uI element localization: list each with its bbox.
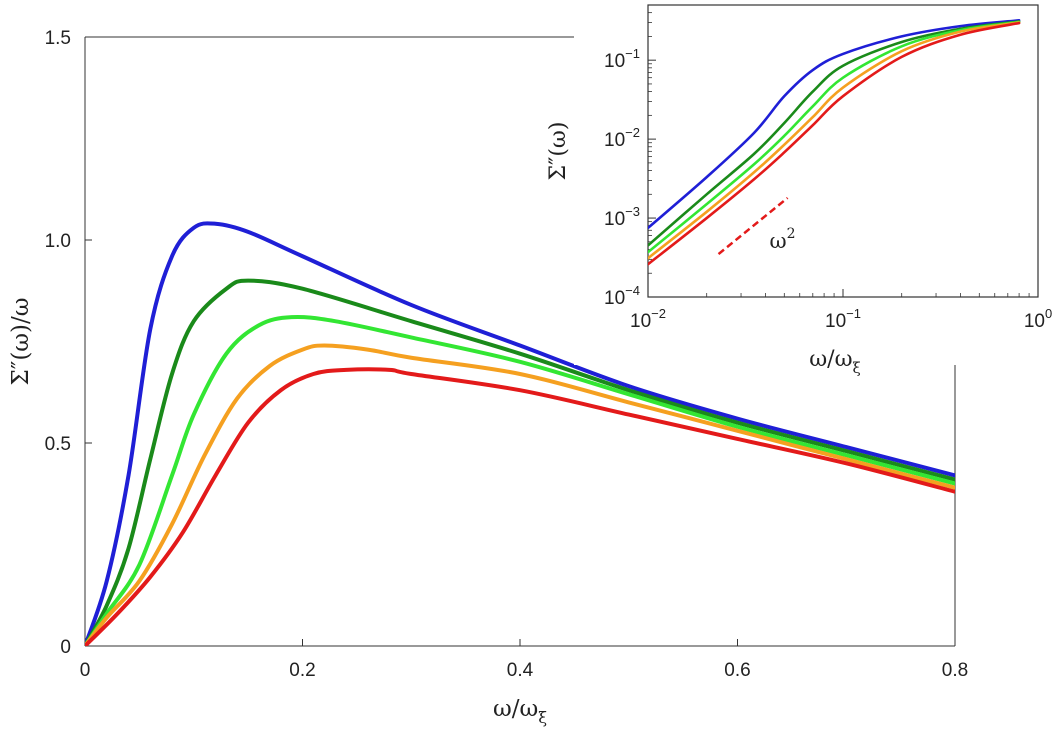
main-series-line-1 <box>85 221 955 646</box>
inset-x-axis-title: ω/ωξ <box>809 347 861 377</box>
inset-series-line-5 <box>648 21 1021 266</box>
main-series-line-5 <box>85 367 955 646</box>
main-x-axis-title-text: ω/ω <box>493 696 538 722</box>
inset-frame <box>647 4 1039 298</box>
inset-series-line-4 <box>648 21 1021 260</box>
inset-x-tick-label: 10−2 <box>630 306 666 332</box>
main-x-tick-label: 0.4 <box>507 660 534 681</box>
main-x-tick-label: 0.2 <box>289 660 315 681</box>
main-series-line-2 <box>85 278 955 646</box>
inset-y-tick-label: 10−1 <box>604 46 640 72</box>
inset-omega-squared-reference-line <box>717 196 789 256</box>
main-x-axis-title: ω/ωξ <box>493 696 547 727</box>
inset-series-line-3 <box>648 20 1021 254</box>
main-series-line-4 <box>85 343 955 646</box>
main-x-tick-label: 0.6 <box>724 660 750 681</box>
main-y-axis-title: Σ″(ω)/ω <box>8 297 34 385</box>
inset-series-group <box>648 19 1021 266</box>
inset-x-tick-label: 10−1 <box>825 306 861 332</box>
main-series-line-3 <box>85 314 955 646</box>
inset-omega-squared-label: ω2 <box>770 226 796 253</box>
main-y-tick-label: 0.5 <box>45 434 71 455</box>
main-x-axis-title-sub: ξ <box>538 708 547 727</box>
main-x-tick-label: 0 <box>80 660 91 681</box>
inset-plot: 10−2 10−1 100 10−4 10−3 10−2 10−1 ω/ωξ Σ″(ω) ω2 <box>546 0 1058 377</box>
inset-y-tick-label: 10−2 <box>604 125 640 151</box>
inset-x-tick-label: 100 <box>1024 306 1052 332</box>
main-plot: 0 0.2 0.4 0.6 0.8 0 0.5 1.0 1.5 ω/ωξ Σ″(ω)/ω <box>8 28 968 727</box>
main-series-group <box>85 221 955 646</box>
inset-y-axis-title: Σ″(ω) <box>546 122 571 181</box>
inset-y-tick-label: 10−3 <box>604 204 640 230</box>
inset-y-tick-label: 10−4 <box>604 283 640 309</box>
main-y-tick-label: 0 <box>60 637 71 658</box>
main-y-tick-label: 1.0 <box>45 231 71 252</box>
main-y-tick-label: 1.5 <box>45 28 71 49</box>
inset-series-line-2 <box>648 20 1021 247</box>
inset-series-line-1 <box>648 19 1021 230</box>
main-x-tick-label: 0.8 <box>942 660 968 681</box>
